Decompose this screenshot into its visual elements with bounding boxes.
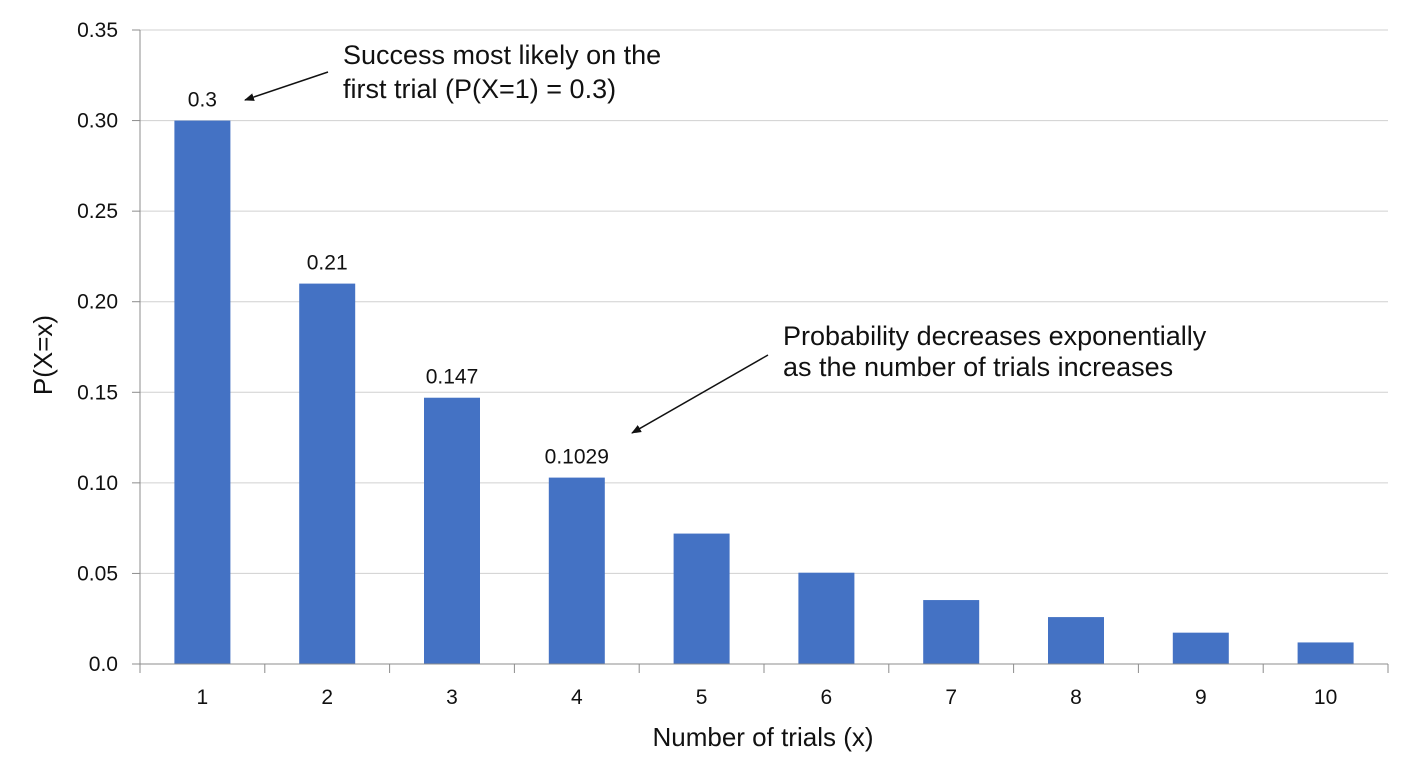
annotation-text: as the number of trials increases xyxy=(783,352,1173,382)
data-labels: 0.3 0.21 0.147 0.1029 xyxy=(188,89,609,469)
bar-4 xyxy=(548,477,605,664)
bar-6 xyxy=(798,572,855,664)
y-tick-label: 0.0 xyxy=(89,653,118,676)
bar-3 xyxy=(424,397,480,664)
x-tick-label: 7 xyxy=(945,686,957,709)
x-tick-label: 2 xyxy=(321,686,333,709)
x-tick-label: 8 xyxy=(1070,686,1082,709)
annotation-text: Probability decreases exponentially xyxy=(783,321,1207,351)
x-tick-label: 6 xyxy=(821,686,833,709)
y-tick-label: 0.15 xyxy=(77,381,118,404)
x-axis-title: Number of trials (x) xyxy=(652,722,873,752)
data-label: 0.1029 xyxy=(545,446,609,469)
annotation-text: first trial (P(X=1) = 0.3) xyxy=(343,74,616,104)
data-label: 0.147 xyxy=(426,366,479,389)
annotation-text: Success most likely on the xyxy=(343,40,661,70)
y-tick-label: 0.20 xyxy=(77,291,118,314)
annotation-arrow xyxy=(631,354,769,434)
bars xyxy=(174,120,1354,665)
bar-2 xyxy=(299,283,356,664)
x-tick-label: 10 xyxy=(1314,686,1337,709)
axes: 0.0 0.05 0.10 0.15 0.20 0.25 0.30 0.35 1 2 3 4 5 6 7 8 9… xyxy=(77,19,1389,709)
bar-9 xyxy=(1172,632,1229,664)
x-tick-label: 5 xyxy=(696,686,708,709)
y-tick-label: 0.05 xyxy=(77,562,118,585)
y-tick-label: 0.25 xyxy=(77,200,118,223)
bar-10 xyxy=(1297,642,1354,664)
bar-5 xyxy=(673,533,730,664)
x-tick-label: 4 xyxy=(571,686,583,709)
bar-8 xyxy=(1048,617,1104,664)
y-axis-title: P(X=x) xyxy=(28,315,58,395)
y-tick-label: 0.35 xyxy=(77,19,118,42)
y-tick-label: 0.10 xyxy=(77,472,118,495)
x-tick-label: 3 xyxy=(446,686,458,709)
x-tick-label: 9 xyxy=(1195,686,1207,709)
bar-7 xyxy=(923,600,980,664)
bar-1 xyxy=(174,120,231,665)
y-tick-label: 0.30 xyxy=(77,110,118,133)
data-label: 0.21 xyxy=(307,252,348,275)
data-label: 0.3 xyxy=(188,89,217,112)
annotation-arrow xyxy=(244,71,329,101)
annotations: Success most likely on the first trial (P… xyxy=(244,40,1207,434)
x-tick-label: 1 xyxy=(197,686,209,709)
